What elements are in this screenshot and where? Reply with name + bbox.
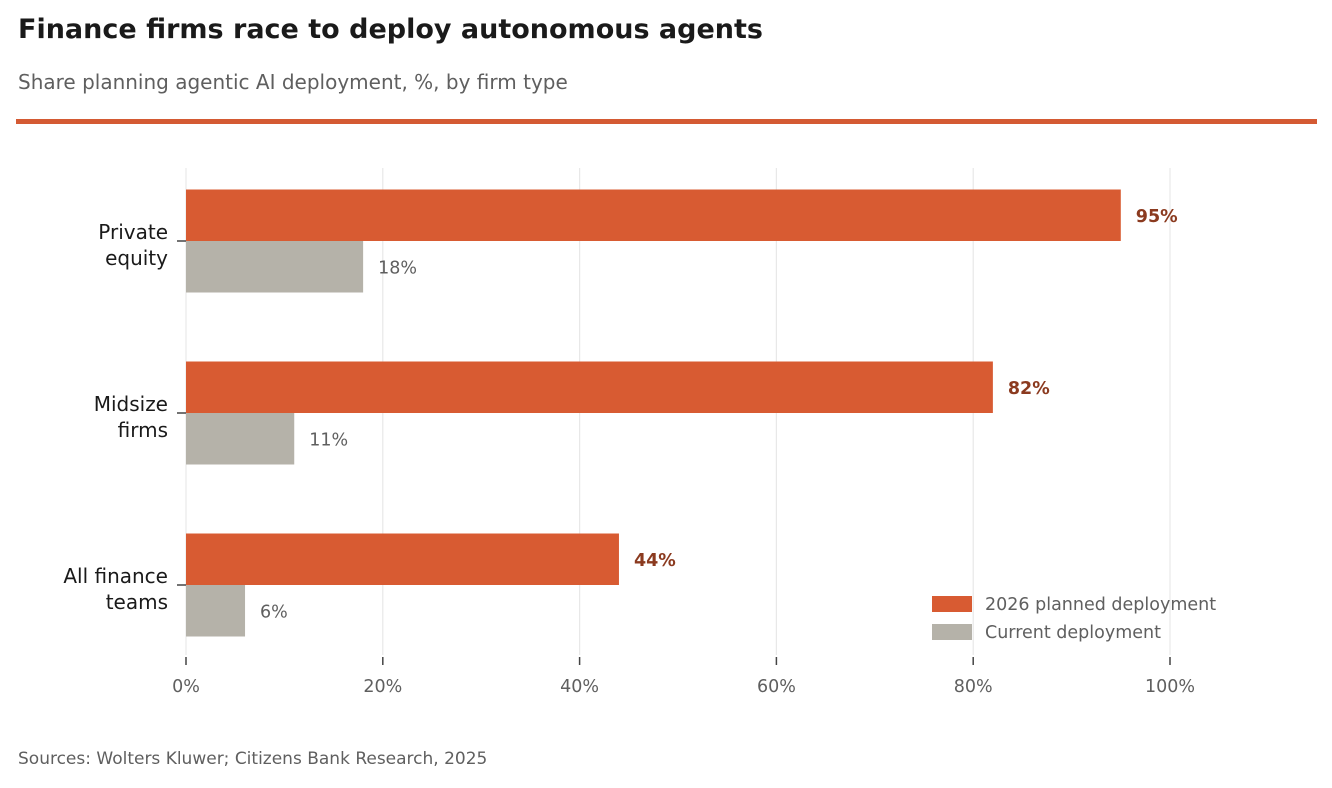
legend-label: 2026 planned deployment	[985, 595, 1216, 615]
category-label-line: equity	[105, 246, 168, 270]
accent-rule	[16, 119, 1317, 124]
value-label-planned: 95%	[1136, 207, 1178, 227]
bar-current	[186, 585, 246, 637]
x-tick-label: 40%	[560, 677, 599, 697]
bar-current	[186, 413, 295, 465]
value-label-current: 18%	[378, 258, 417, 278]
category-label: All finance teams	[63, 564, 168, 614]
category-label: Midsize firms	[94, 392, 168, 442]
bars	[186, 189, 1121, 637]
source-note: Sources: Wolters Kluwer; Citizens Bank R…	[18, 749, 488, 769]
category-label-line: firms	[118, 418, 168, 442]
category-label-line: teams	[106, 590, 168, 614]
legend-label: Current deployment	[985, 623, 1161, 643]
x-axis: 0% 20% 40% 60% 80% 100%	[172, 657, 1195, 697]
value-labels: 95% 18% 82% 11% 44% 6%	[260, 207, 1178, 623]
x-tick-label: 0%	[172, 677, 200, 697]
bar-current	[186, 241, 364, 293]
x-tick-label: 60%	[757, 677, 796, 697]
category-label-line: Private	[98, 220, 168, 244]
legend-swatch	[932, 596, 972, 612]
bar-planned	[186, 533, 619, 585]
x-tick-label: 100%	[1145, 677, 1195, 697]
category-label-line: Midsize	[94, 392, 168, 416]
value-label-planned: 44%	[634, 551, 676, 571]
category-label: Private equity	[98, 220, 168, 270]
chart-title: Finance firms race to deploy autonomous …	[18, 14, 763, 45]
legend-swatch	[932, 624, 972, 640]
value-label-current: 11%	[309, 430, 348, 450]
bar-planned	[186, 189, 1121, 241]
value-label-planned: 82%	[1008, 379, 1050, 399]
category-label-line: All finance	[63, 564, 168, 588]
x-tick-label: 20%	[363, 677, 402, 697]
chart-subtitle: Share planning agentic AI deployment, %,…	[18, 70, 568, 94]
x-tick-label: 80%	[954, 677, 993, 697]
category-labels: Private equity Midsize firms All finance team…	[63, 220, 186, 614]
legend: 2026 planned deployment Current deploymen…	[932, 595, 1216, 643]
value-label-current: 6%	[260, 602, 288, 622]
bar-planned	[186, 361, 993, 413]
